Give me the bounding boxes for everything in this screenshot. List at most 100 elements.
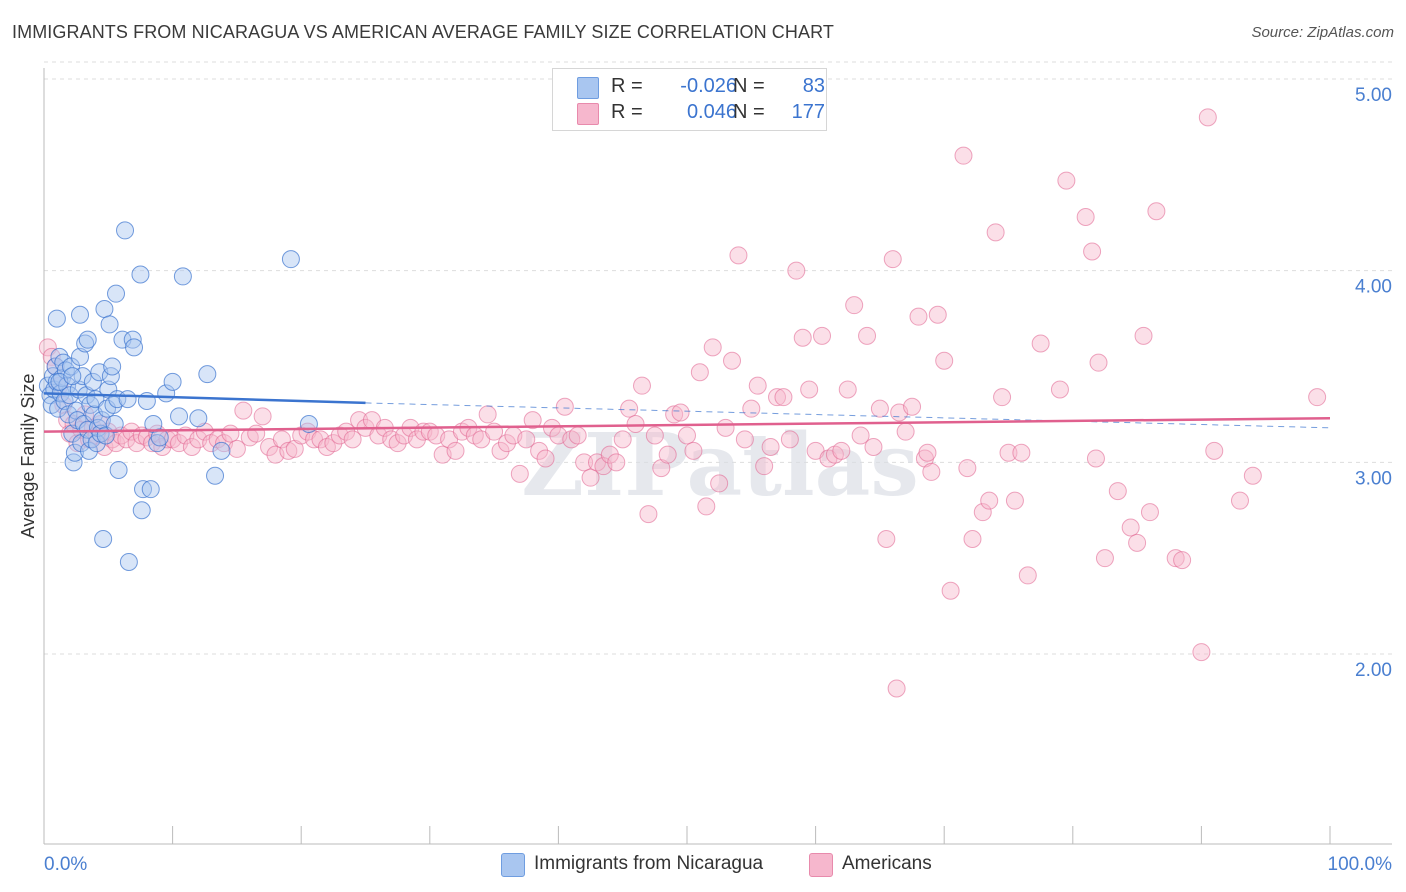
data-point-american [877,529,896,548]
data-point-american [793,328,812,347]
data-point-american [973,503,992,522]
data-point-immigrant [87,434,106,453]
chart-title: IMMIGRANTS FROM NICARAGUA VS AMERICAN AV… [12,22,834,42]
data-point-american [1192,643,1211,662]
data-point-american [632,376,651,395]
legend-n-label: N = [733,75,765,97]
data-point-immigrant [73,367,92,386]
data-point-american [883,250,902,269]
data-point-american [928,305,947,324]
grid-lines [44,61,1392,655]
axes [43,68,1392,845]
trend-lines [43,392,1331,433]
data-point-immigrant [63,367,82,386]
data-point-american [1050,380,1069,399]
data-point-american [388,434,407,453]
data-point-american [1128,533,1147,552]
data-point-american [272,430,291,449]
data-point-american [1089,353,1108,372]
data-point-american [542,418,561,437]
data-point-american [343,430,362,449]
data-point-american [1018,566,1037,585]
data-point-american [710,474,729,493]
data-point-immigrant [103,357,122,376]
data-point-american [253,407,272,426]
data-point-american [800,380,819,399]
data-point-american [279,441,298,460]
data-point-american [497,434,516,453]
data-point-american [845,296,864,315]
data-point-american [1121,518,1140,537]
data-point-american [935,351,954,370]
data-point-american [42,347,61,366]
data-point-american [697,497,716,516]
data-point-american [813,326,832,345]
data-point-american [768,388,787,407]
data-point-american [896,422,915,441]
y-axis-label: Average Family Size [18,374,38,539]
x-tick-label: 0.0% [44,854,87,875]
data-point-immigrant [189,409,208,428]
data-point-american [645,426,664,445]
data-point-american [671,403,690,422]
legend-r-value: -0.026 [680,75,737,97]
data-point-american [858,326,877,345]
data-point-american [491,441,510,460]
data-point-american [703,338,722,357]
data-point-american [1205,441,1224,460]
data-point-immigrant [64,453,83,472]
y-tick-labels: 2.00 3.00 4.00 5.00 [1355,85,1392,681]
data-point-american [870,399,889,418]
data-point-american [221,424,240,443]
data-point-american [690,363,709,382]
data-point-american [774,388,793,407]
data-point-american [523,411,542,430]
data-point-immigrant [63,424,82,443]
data-point-american [234,401,253,420]
data-point-immigrant [125,338,144,357]
data-point-american [735,430,754,449]
trend-line-americans [43,416,1331,433]
data-point-immigrant [170,407,189,426]
data-point-american [1147,202,1166,221]
data-point-american [1005,491,1024,510]
data-point-american [903,397,922,416]
data-point-american [620,399,639,418]
data-point-american [1166,549,1185,568]
data-point-american [324,434,343,453]
data-point-american [1086,449,1105,468]
data-point-american [993,388,1012,407]
data-point-immigrant [118,390,137,409]
data-point-american [887,679,906,698]
chart-source: Source: ZipAtlas.com [1251,24,1394,41]
legend-swatch-blue [501,853,525,877]
data-point-american [742,399,761,418]
data-point-american [613,430,632,449]
x-tick-label: 100.0% [1328,854,1393,875]
data-point-american [723,351,742,370]
data-point-american [555,397,574,416]
data-point-american [568,426,587,445]
data-point-american [748,376,767,395]
data-point-immigrant [83,372,102,391]
data-point-immigrant [123,330,142,349]
data-point-american [1095,549,1114,568]
data-point-american [958,459,977,478]
data-point-american [247,424,266,443]
y-tick-label: 3.00 [1355,468,1392,489]
data-point-immigrant [78,330,97,349]
data-point-immigrant [150,428,169,447]
data-point-american [510,464,529,483]
data-point-american [941,581,960,600]
data-point-immigrant [100,315,119,334]
trend-line-immigrants [43,392,366,405]
data-point-american [1243,466,1262,485]
data-point-immigrant [212,441,231,460]
data-point-immigrant [116,221,135,240]
data-point-immigrant [55,391,74,410]
data-point-immigrant [47,309,66,328]
data-point-american [665,405,684,424]
data-point-american [954,146,973,165]
legend-r-label: R = [611,101,643,123]
data-point-american [1057,171,1076,190]
